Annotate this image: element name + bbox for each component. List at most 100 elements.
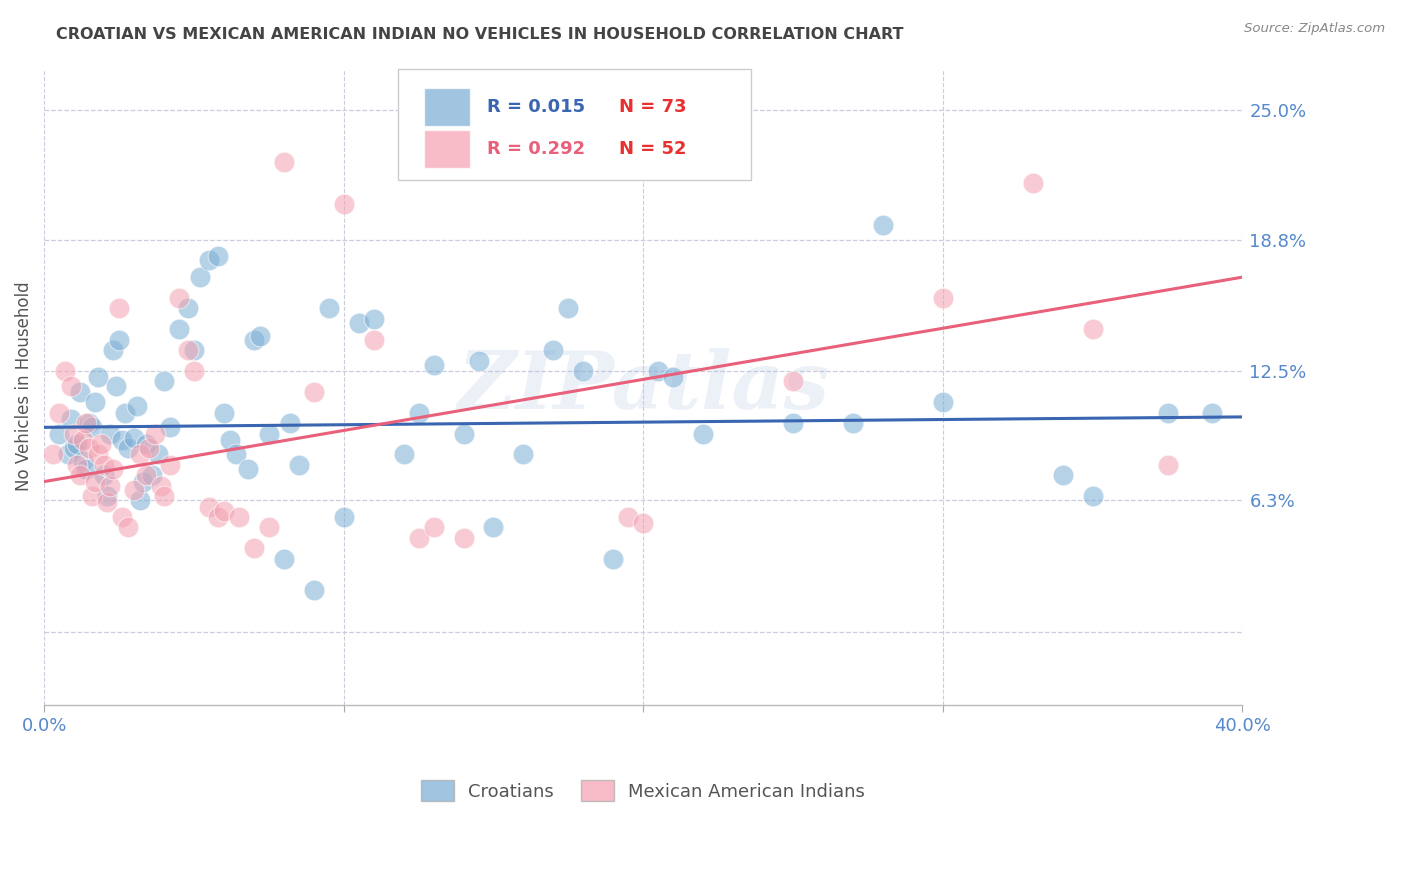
Point [129, 447, 152, 461]
Legend: Croatians, Mexican American Indians: Croatians, Mexican American Indians [412, 771, 875, 810]
Point [633, 516, 655, 531]
Point [647, 364, 669, 378]
Point [77, 441, 100, 455]
Point [111, 433, 134, 447]
Point [363, 311, 385, 326]
Point [125, 400, 148, 414]
Point [132, 475, 155, 489]
Point [135, 437, 157, 451]
Point [467, 353, 489, 368]
Point [84, 475, 107, 489]
Point [77, 416, 100, 430]
Point [212, 504, 235, 518]
Point [408, 406, 430, 420]
Point [273, 155, 295, 169]
Point [207, 249, 229, 263]
Point [90, 437, 112, 451]
Point [543, 343, 565, 358]
Point [75, 416, 97, 430]
Point [347, 316, 370, 330]
Point [141, 468, 163, 483]
Point [318, 301, 340, 316]
Point [122, 483, 145, 497]
Point [212, 406, 235, 420]
Point [108, 333, 131, 347]
Point [117, 441, 139, 455]
Point [572, 364, 595, 378]
Point [69, 468, 91, 483]
Point [93, 468, 115, 483]
Point [87, 370, 110, 384]
Point [60, 412, 83, 426]
Text: R = 0.015: R = 0.015 [488, 98, 586, 116]
Point [198, 500, 221, 514]
Point [177, 343, 200, 358]
Point [207, 510, 229, 524]
Point [602, 551, 624, 566]
Point [98, 479, 121, 493]
Point [177, 301, 200, 316]
Point [782, 416, 804, 430]
Point [159, 458, 181, 472]
Point [872, 218, 894, 232]
Point [146, 447, 169, 461]
Point [1156, 458, 1178, 472]
Text: ZIPatlas: ZIPatlas [457, 348, 830, 425]
Text: R = 0.292: R = 0.292 [488, 140, 586, 158]
Point [363, 333, 385, 347]
Point [93, 458, 115, 472]
Point [332, 510, 354, 524]
Point [60, 378, 83, 392]
Point [122, 431, 145, 445]
Point [75, 462, 97, 476]
Point [932, 291, 955, 305]
Point [63, 426, 86, 441]
Point [84, 395, 107, 409]
FancyBboxPatch shape [398, 69, 751, 180]
Point [63, 441, 86, 455]
Text: N = 73: N = 73 [619, 98, 686, 116]
Point [87, 447, 110, 461]
Y-axis label: No Vehicles in Household: No Vehicles in Household [15, 282, 32, 491]
Point [692, 426, 714, 441]
Point [114, 406, 136, 420]
Point [287, 458, 309, 472]
Text: N = 52: N = 52 [619, 140, 686, 158]
Point [1081, 322, 1104, 336]
Point [108, 301, 131, 316]
Point [257, 426, 280, 441]
Point [482, 520, 505, 534]
Point [228, 510, 250, 524]
Point [198, 253, 221, 268]
Point [512, 447, 534, 461]
Point [278, 416, 301, 430]
Point [66, 458, 89, 472]
Point [302, 583, 325, 598]
Point [135, 468, 157, 483]
Point [138, 441, 160, 455]
Point [48, 426, 70, 441]
Point [48, 406, 70, 420]
Point [101, 462, 124, 476]
Point [96, 489, 118, 503]
Point [98, 426, 121, 441]
Point [188, 270, 211, 285]
Point [782, 375, 804, 389]
Point [159, 420, 181, 434]
Point [617, 510, 640, 524]
Point [422, 358, 444, 372]
Point [408, 531, 430, 545]
Point [167, 291, 190, 305]
Point [453, 426, 475, 441]
Point [153, 375, 176, 389]
Point [557, 301, 579, 316]
Point [225, 447, 247, 461]
Point [392, 447, 415, 461]
Point [243, 541, 266, 556]
Point [1052, 468, 1074, 483]
Point [129, 493, 152, 508]
Point [111, 510, 134, 524]
Point [183, 364, 205, 378]
Point [96, 495, 118, 509]
Point [236, 462, 259, 476]
